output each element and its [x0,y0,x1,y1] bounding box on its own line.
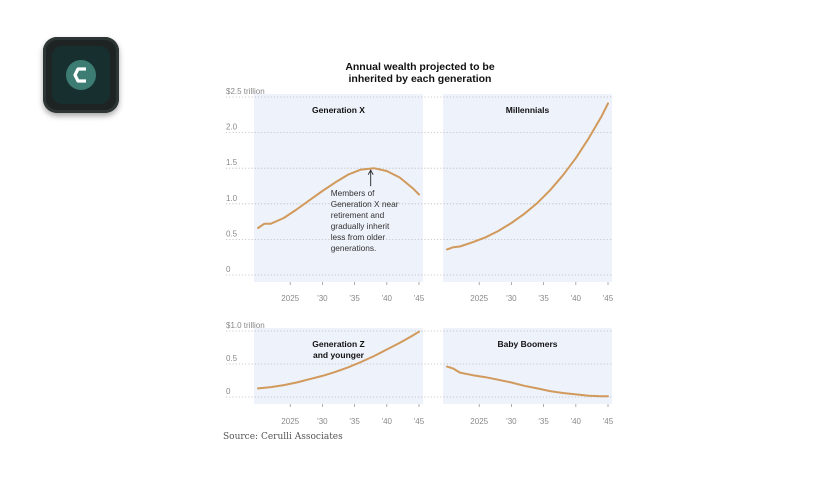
annotation-line-0: Members of [331,188,375,198]
annotation-line-5: generations. [331,243,377,253]
xtick-label-baby-boomers-4: '45 [603,417,614,426]
line-baby-boomers [446,365,609,398]
annotation-line-2: retirement and [331,210,385,220]
ytick-label-bottom-2: $1.0 trillion [226,321,265,330]
xtick-label-millennials-2: '35 [538,294,549,303]
xtick-label-millennials-3: '40 [571,294,582,303]
xtick-label-generation-z-0: 2025 [281,417,299,426]
xtick-label-baby-boomers-2: '35 [538,417,549,426]
xtick-label-millennials-4: '45 [603,294,614,303]
app-logo-icon[interactable] [43,37,119,113]
chart-marks: 0 0.5 1.0 1.5 2.0 $2.5 trillion Generation X 20… [226,87,614,426]
ytick-label-top-0: 0 [226,265,231,274]
xtick-label-generation-x-2: '35 [349,294,360,303]
xtick-label-generation-x-3: '40 [382,294,393,303]
ytick-label-top-1: 0.5 [226,229,238,238]
xtick-label-generation-x-0: 2025 [281,294,299,303]
line-generation-x [257,167,420,229]
panel-title-millennials: Millennials [506,105,550,115]
panel-bg-top-0 [254,94,423,282]
xtick-label-millennials-1: '30 [506,294,517,303]
xtick-label-baby-boomers-3: '40 [571,417,582,426]
ytick-label-bottom-0: 0 [226,387,231,396]
ytick-label-top-4: 2.0 [226,123,238,132]
xtick-label-generation-x-4: '45 [414,294,425,303]
xtick-label-generation-z-1: '30 [317,417,328,426]
xtick-label-generation-z-3: '40 [382,417,393,426]
source-note: Source: Cerulli Associates [223,432,343,442]
annotation-arrow-head [367,169,374,175]
xtick-label-millennials-0: 2025 [470,294,488,303]
annotation-line-3: gradually inherit [331,221,390,231]
xtick-label-generation-z-4: '45 [414,417,425,426]
annotation-line-1: Generation X near [331,199,399,209]
panel-bg-top-1 [443,94,612,282]
xtick-label-baby-boomers-0: 2025 [470,417,488,426]
ytick-label-top-5: $2.5 trillion [226,87,265,96]
xtick-label-generation-z-2: '35 [349,417,360,426]
panel-title-generation-x: Generation X [312,105,365,115]
xtick-label-baby-boomers-1: '30 [506,417,517,426]
panel-title-baby-boomers: Baby Boomers [498,339,558,349]
panel-bg-bottom-0 [254,328,423,404]
panel-title-generation-z-1: and younger [313,350,365,360]
figure-title-line-1: Annual wealth projected to be [345,61,495,73]
annotation-line-4: less from older [331,232,386,242]
figure-title-line-2: inherited by each generation [349,73,492,85]
ytick-label-top-3: 1.5 [226,158,238,167]
panel-bg-bottom-1 [443,328,612,404]
ytick-label-top-2: 1.0 [226,194,238,203]
app-logo-icon-inner [52,46,110,104]
app-logo-circle [66,60,96,90]
panel-title-generation-z-0: Generation Z [312,339,364,349]
ytick-label-bottom-1: 0.5 [226,354,238,363]
line-millennials [446,102,609,251]
xtick-label-generation-x-1: '30 [317,294,328,303]
line-generation-z [257,330,420,390]
app-logo-letter-icon [73,67,86,83]
